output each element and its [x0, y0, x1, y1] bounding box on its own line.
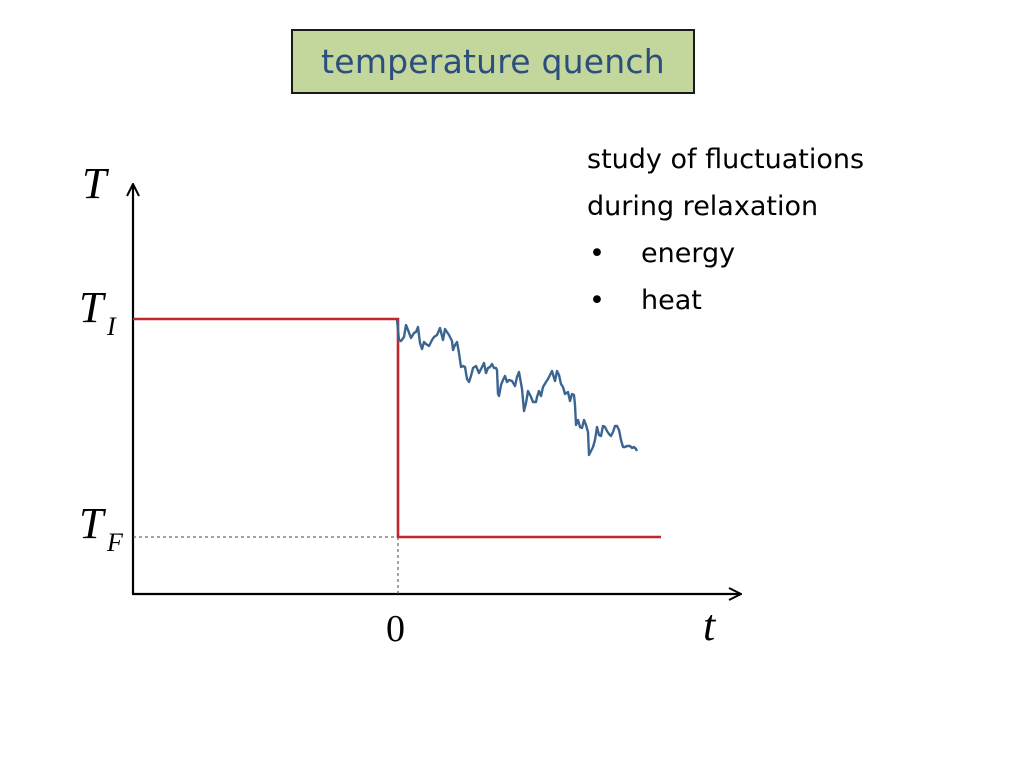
- fluctuation-trace: [395, 319, 639, 457]
- temperature-protocol-line: [133, 317, 661, 539]
- bullet-icon: •: [589, 238, 605, 269]
- initial-temperature-subscript: I: [106, 312, 117, 341]
- notes-line-1: study of fluctuations: [587, 144, 865, 175]
- bullet-item-heat: • heat: [587, 277, 987, 324]
- initial-temperature-symbol: T: [79, 283, 107, 332]
- y-axis-label: T: [82, 159, 110, 208]
- bullet-item-energy: • energy: [587, 230, 987, 277]
- title-box: temperature quench: [291, 29, 695, 94]
- final-temperature-label: T: [79, 499, 107, 548]
- initial-temperature-label: T: [79, 283, 107, 332]
- slide-title: temperature quench: [321, 42, 665, 81]
- bullet-icon: •: [589, 285, 605, 316]
- x-origin-label: 0: [386, 608, 405, 650]
- final-temperature-symbol: T: [79, 499, 107, 548]
- notes-block: study of fluctuations during relaxation …: [587, 136, 987, 324]
- bullet-text-energy: energy: [641, 238, 736, 269]
- notes-line-2: during relaxation: [587, 191, 819, 222]
- final-temperature-subscript: F: [106, 528, 124, 557]
- bullet-text-heat: heat: [641, 285, 702, 316]
- x-axis-label: t: [703, 601, 717, 650]
